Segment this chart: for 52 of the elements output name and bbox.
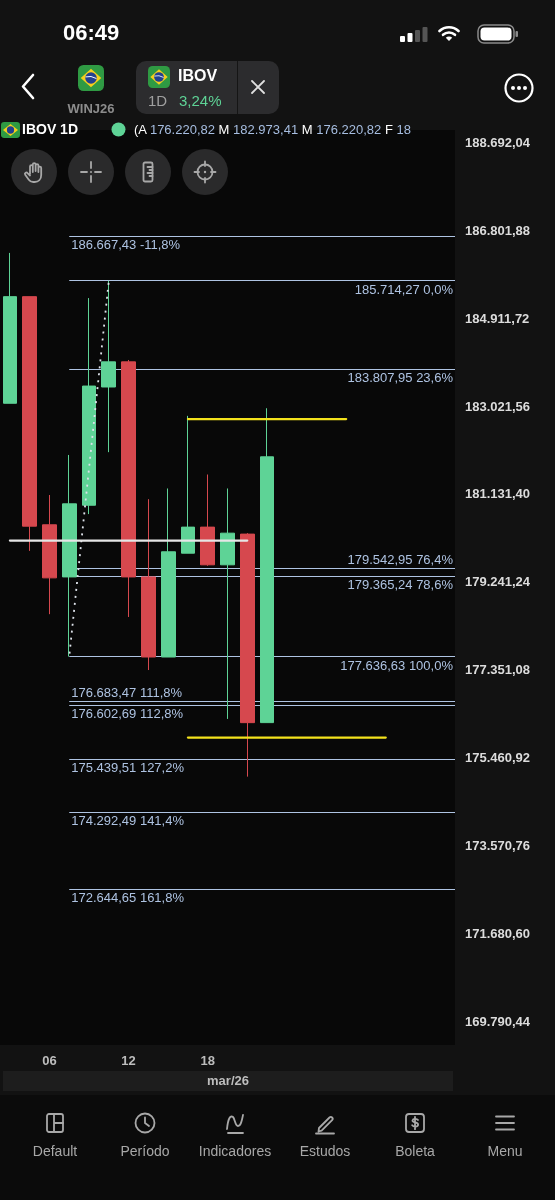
text: WINJ26 xyxy=(66,101,116,116)
candlestick xyxy=(121,359,136,618)
text: 3,24% xyxy=(179,92,222,109)
y-tick-label: 186.801,88 xyxy=(465,222,531,238)
y-tick-label: 175.460,92 xyxy=(465,750,531,766)
ref-line-label: 175.439,51 127,2% xyxy=(71,759,185,775)
candlestick xyxy=(3,252,17,404)
ref-line-label: 172.644,65 161,8% xyxy=(71,890,185,906)
ref-line-label: 176.683,47 111,8% xyxy=(71,685,183,701)
y-tick-label: 181.131,40 xyxy=(465,486,531,502)
candlestick xyxy=(22,296,37,552)
text: Indicadores xyxy=(197,1143,273,1159)
candlestick xyxy=(220,487,235,720)
ref-line-label: 186.667,43 -11,8% xyxy=(71,237,181,253)
candlestick xyxy=(240,532,255,778)
text: 1D xyxy=(148,92,168,109)
candlestick xyxy=(161,487,176,658)
text: Estudos xyxy=(298,1143,352,1159)
ref-line-label: 177.636,63 100,0% xyxy=(340,657,454,673)
text: Boleta xyxy=(394,1143,436,1159)
candlestick xyxy=(181,415,195,554)
text: Menu xyxy=(486,1143,524,1159)
y-tick-label: 184.911,72 xyxy=(465,310,530,326)
y-tick-label: 171.680,60 xyxy=(465,926,531,942)
y-tick-label: 173.570,76 xyxy=(465,838,531,854)
candlestick xyxy=(62,454,77,658)
ref-line-label: 185.714,27 0,0% xyxy=(354,281,454,297)
ref-line-label: 179.542,95 76,4% xyxy=(347,551,454,567)
x-tick-label: 18 xyxy=(200,1053,215,1068)
text: Período xyxy=(119,1143,171,1159)
candlestick xyxy=(101,280,116,453)
annotation: (A 176.220,82 M 182.973,41 M 176.220,82 F 18 xyxy=(134,122,411,137)
y-tick-label: 179.241,24 xyxy=(465,574,531,590)
ref-line-label: 183.807,95 23,6% xyxy=(347,370,454,386)
ref-line-label: 176.602,69 112,8% xyxy=(71,705,184,721)
candlestick xyxy=(260,407,274,724)
y-tick-label: 183.021,56 xyxy=(465,398,531,414)
text: 06:49 xyxy=(63,20,120,46)
y-tick-label: 188.692,04 xyxy=(465,134,531,150)
candlestick xyxy=(141,498,156,671)
candlestick xyxy=(42,494,57,615)
chart-title: IBOV 1D xyxy=(22,121,79,137)
text: Default xyxy=(31,1143,79,1159)
x-tick-label: 12 xyxy=(121,1053,136,1068)
ref-line-label: 179.365,24 78,6% xyxy=(347,577,454,593)
ref-line-label: 174.292,49 141,4% xyxy=(71,813,185,829)
y-tick-label: 177.351,08 xyxy=(465,662,531,678)
candlestick xyxy=(82,297,96,515)
y-tick-label: 169.790,44 xyxy=(465,1014,531,1030)
candlestick xyxy=(200,474,215,567)
x-tick-label: 06 xyxy=(42,1053,57,1068)
text: IBOV xyxy=(178,67,218,85)
